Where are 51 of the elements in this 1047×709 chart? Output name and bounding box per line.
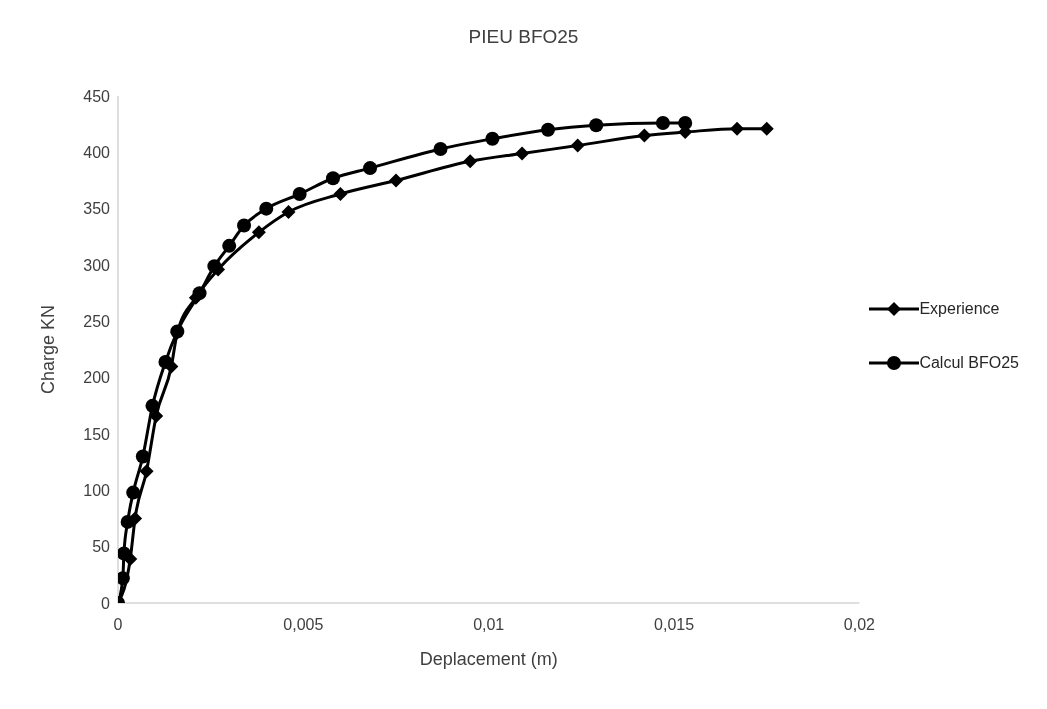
point xyxy=(207,259,222,274)
point xyxy=(120,514,135,529)
point xyxy=(333,187,348,202)
point xyxy=(637,128,652,143)
y-tick-label: 300 xyxy=(83,256,111,274)
point xyxy=(730,121,745,136)
y-tick-label: 50 xyxy=(92,538,111,556)
point xyxy=(655,116,670,131)
point xyxy=(281,205,296,220)
point xyxy=(678,116,693,131)
y-tick-label: 200 xyxy=(83,369,111,387)
y-axis-title: Charge KN xyxy=(38,304,59,395)
point xyxy=(139,464,154,479)
point xyxy=(222,238,237,253)
point xyxy=(126,485,141,500)
point xyxy=(145,398,160,413)
point xyxy=(363,161,378,176)
point xyxy=(433,141,448,156)
x-tick-label: 0,02 xyxy=(843,616,876,634)
point xyxy=(326,171,341,186)
point xyxy=(759,121,774,136)
y-tick-label: 0 xyxy=(101,594,111,612)
point xyxy=(541,122,556,137)
point xyxy=(135,449,150,464)
x-tick-label: 0,005 xyxy=(283,616,324,634)
point xyxy=(589,118,604,133)
legend-label: Calcul BFO25 xyxy=(919,354,1019,372)
x-tick-label: 0,01 xyxy=(473,616,505,634)
y-tick-label: 100 xyxy=(83,482,111,500)
point xyxy=(251,225,266,240)
x-tick-label: 0,015 xyxy=(654,616,695,634)
legend-label: Experience xyxy=(919,300,1000,318)
point xyxy=(192,286,207,301)
point xyxy=(389,173,404,188)
y-tick-label: 250 xyxy=(83,313,111,331)
y-tick-label: 400 xyxy=(83,144,111,162)
point xyxy=(463,154,478,169)
point xyxy=(570,138,585,153)
point xyxy=(158,354,173,369)
point xyxy=(237,218,252,233)
chart-title: PIEU BFO25 xyxy=(467,26,580,48)
y-tick-label: 150 xyxy=(83,425,111,443)
y-tick-label: 350 xyxy=(83,200,111,218)
point xyxy=(259,201,274,216)
point xyxy=(485,131,500,146)
point xyxy=(118,546,131,561)
x-axis-title: Deplacement (m) xyxy=(419,649,558,669)
y-tick-label: 450 xyxy=(83,87,111,105)
x-tick-label: 0 xyxy=(113,616,123,634)
point xyxy=(292,187,307,202)
point xyxy=(515,146,530,161)
